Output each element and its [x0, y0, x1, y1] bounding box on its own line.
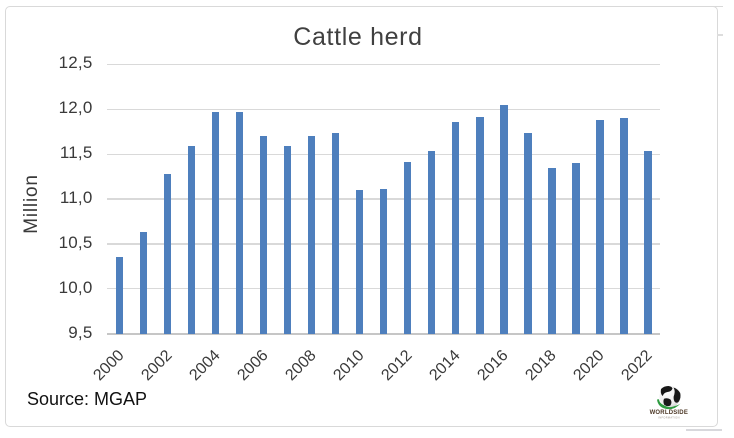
svg-text:INFORMATION: INFORMATION	[658, 416, 680, 419]
svg-text:WORLDSIDE: WORLDSIDE	[650, 410, 688, 416]
